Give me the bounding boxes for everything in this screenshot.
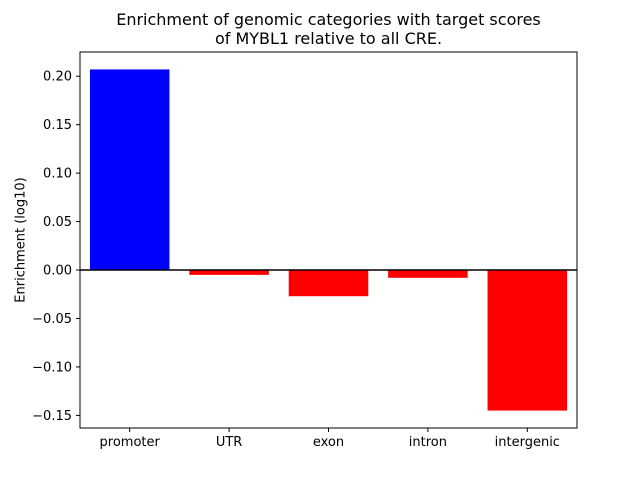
bar-intergenic xyxy=(487,270,568,411)
x-tick-label-intergenic: intergenic xyxy=(495,435,560,450)
chart-title-line1: Enrichment of genomic categories with ta… xyxy=(116,10,541,29)
bar-intron xyxy=(388,270,468,278)
y-tick-label: 0.15 xyxy=(43,118,72,133)
y-tick-label: 0.05 xyxy=(43,215,72,230)
bar-UTR xyxy=(189,270,269,275)
y-tick-label: −0.10 xyxy=(32,360,72,375)
y-tick-label: 0.20 xyxy=(43,70,72,85)
x-tick-label-promoter: promoter xyxy=(100,435,161,450)
x-tick-label-exon: exon xyxy=(313,435,344,450)
chart-title-line2: of MYBL1 relative to all CRE. xyxy=(214,29,443,48)
y-tick-label: 0.10 xyxy=(43,167,72,182)
y-axis-label: Enrichment (log10) xyxy=(13,177,29,303)
x-tick-label-intron: intron xyxy=(409,435,447,450)
bar-exon xyxy=(288,270,369,297)
x-tick-label-UTR: UTR xyxy=(216,435,243,450)
chart-title: Enrichment of genomic categories with ta… xyxy=(80,10,577,48)
y-tick-label: −0.05 xyxy=(32,312,72,327)
bar-promoter xyxy=(89,69,170,271)
y-tick-label: 0.00 xyxy=(43,264,72,279)
y-tick-label: −0.15 xyxy=(32,409,72,424)
